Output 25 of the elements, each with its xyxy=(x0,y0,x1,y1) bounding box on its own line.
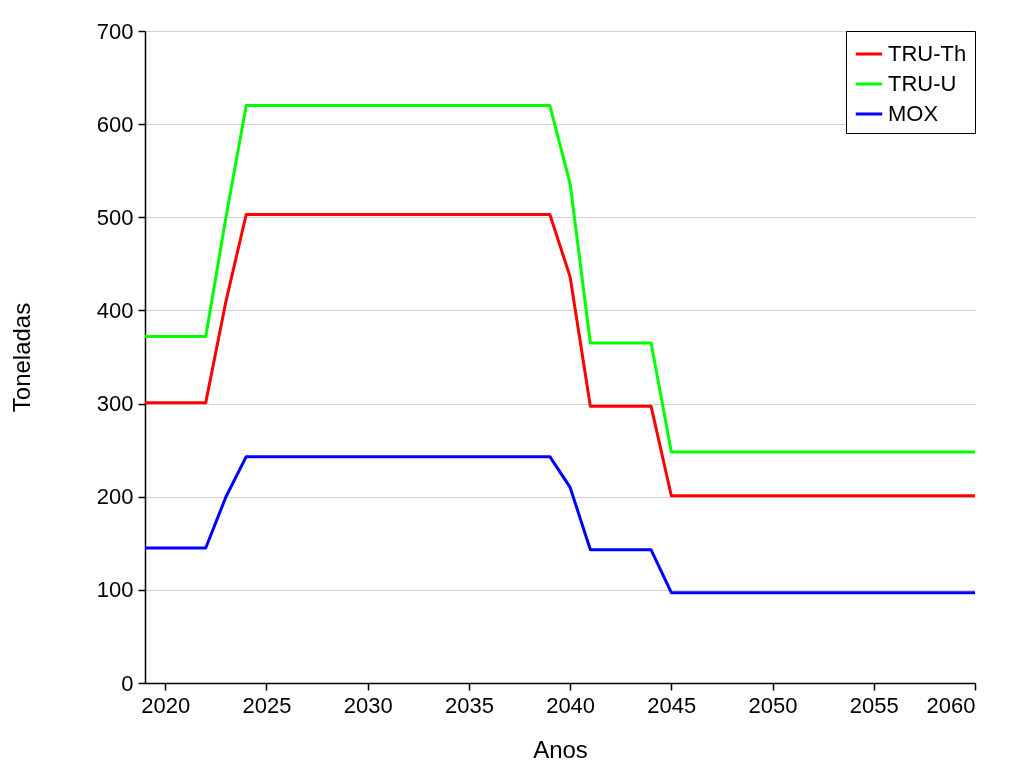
legend-label: TRU-Th xyxy=(888,41,967,66)
x-axis-title: Anos xyxy=(533,735,588,763)
y-tick-label: 500 xyxy=(96,204,134,230)
y-tick-label: 100 xyxy=(96,577,134,603)
legend-label: TRU-U xyxy=(888,71,957,96)
x-tick-label: 2030 xyxy=(343,692,393,718)
y-tick-label: 0 xyxy=(121,670,134,696)
x-tick-label: 2045 xyxy=(647,692,697,718)
x-tick-label: 2055 xyxy=(849,692,899,718)
legend-label: MOX xyxy=(888,101,939,126)
line-series xyxy=(145,104,975,454)
x-tick-label: 2035 xyxy=(444,692,494,718)
y-axis-title: Toneladas xyxy=(7,302,35,413)
y-tick-label: 600 xyxy=(96,111,134,137)
y-tick-label: 200 xyxy=(96,484,134,510)
x-tick-label: 2040 xyxy=(546,692,596,718)
x-tick-label: 2025 xyxy=(242,692,292,718)
y-tick-label: 700 xyxy=(96,18,134,44)
x-tick-label: 2060 xyxy=(926,692,976,718)
y-tick-label: 300 xyxy=(96,391,134,417)
line-series xyxy=(145,212,975,498)
y-tick-label: 400 xyxy=(96,297,134,323)
line-series xyxy=(145,455,975,595)
x-tick-label: 2020 xyxy=(141,692,191,718)
x-tick-label: 2050 xyxy=(748,692,798,718)
